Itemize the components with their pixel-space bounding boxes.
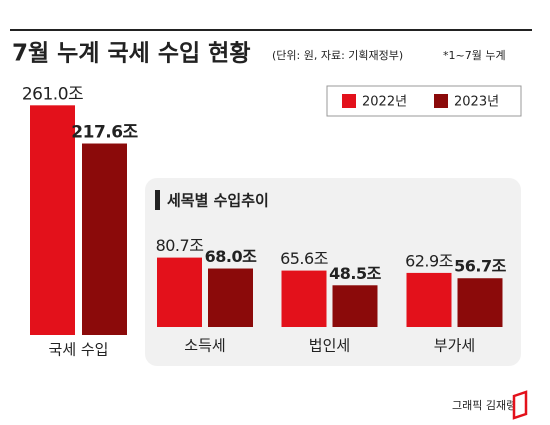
value-label: 80.7조 [156,236,204,255]
value-label: 65.6조 [280,249,328,268]
value-label: 68.0조 [205,247,257,266]
category-label: 법인세 [309,337,350,355]
value-label: 62.9조 [405,251,453,270]
legend-label: 2022년 [362,95,407,110]
legend-label: 2023년 [454,95,499,110]
value-label: 56.7조 [454,257,506,276]
bar [30,105,75,335]
bar [457,278,503,327]
inset-title-marker [155,190,160,210]
inset-title: 세목별 수입추이 [167,192,269,210]
logo-icon [512,390,528,420]
value-label: 261.0조 [22,84,83,104]
bar [281,270,327,327]
note: *1~7월 누계 [443,49,506,62]
credit: 그래픽 김재령 [452,399,516,412]
bar [332,285,378,327]
bar [406,272,452,327]
bar [82,143,127,335]
title: 7월 누계 국세 수입 현황 [12,41,250,67]
value-label: 217.6조 [71,123,138,143]
bar [208,268,253,327]
legend-swatch [434,94,448,108]
legend-swatch [342,94,356,108]
legend-box [326,85,522,117]
bar [157,257,202,327]
category-label: 소득세 [184,337,225,355]
subtitle: (단위: 원, 자료: 기획재정부) [272,49,403,62]
category-label: 국세 수입 [49,341,109,359]
category-label: 부가세 [434,337,475,355]
value-label: 48.5조 [329,264,381,283]
